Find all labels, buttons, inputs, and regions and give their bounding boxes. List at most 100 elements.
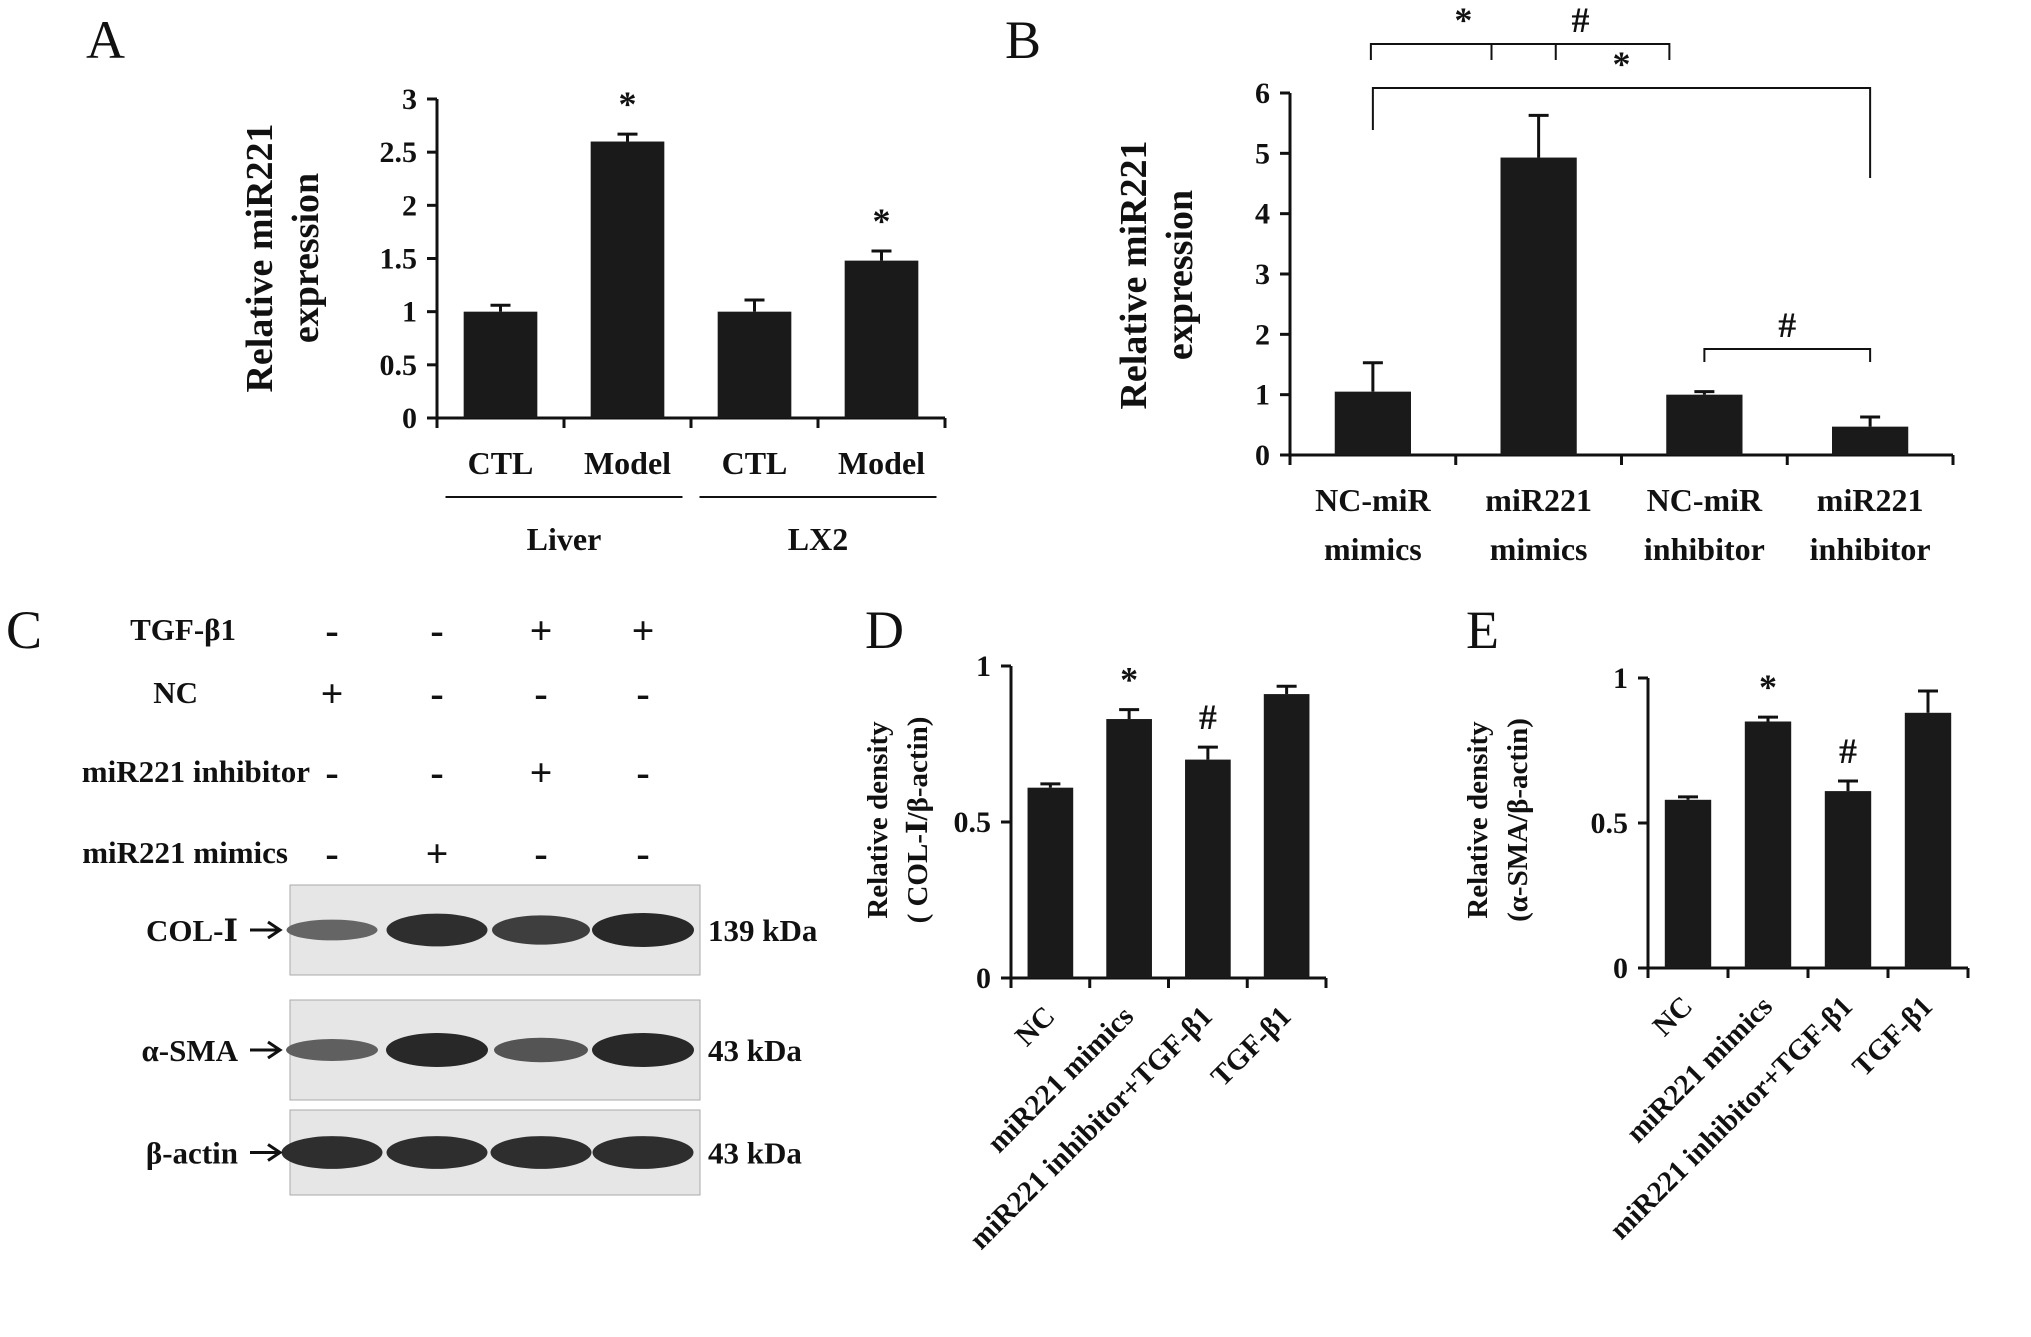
d-category-label: TGF-β1 — [1205, 1000, 1298, 1093]
b-y-tick-label: 0 — [1255, 439, 1270, 472]
e-y-axis-label-line1: Relative density — [1462, 721, 1494, 919]
b-category-label: inhibitor — [1644, 531, 1765, 567]
b-y-tick-label: 4 — [1255, 198, 1270, 231]
e-bar — [1824, 791, 1872, 968]
b-bar — [1666, 394, 1743, 455]
c-blot-band — [494, 1037, 588, 1063]
c-blot-band — [386, 913, 488, 947]
e-bar — [1664, 799, 1712, 968]
d-bar — [1263, 694, 1310, 978]
panel-e-chart: 0 0.5 1 * # Relative density (α-SMA/β-actin) NC… — [1462, 662, 1970, 1246]
a-y-axis-label: Relative miR221 expression — [239, 123, 327, 392]
a-y-tick-label: 1.5 — [380, 243, 418, 276]
c-blot-band — [592, 1033, 694, 1067]
c-condition-sign: + — [530, 750, 553, 795]
b-y-axis-label: Relative miR221 expression — [1113, 140, 1201, 409]
c-blot-band — [286, 1039, 378, 1061]
a-category-label: Model — [838, 445, 925, 481]
c-blot-size: 43 kDa — [708, 1136, 802, 1171]
c-blot-label: β-actin — [146, 1136, 238, 1171]
a-y-tick-label: 3 — [402, 83, 417, 116]
c-blot-band — [490, 1136, 592, 1169]
panel-a: A 0 0.5 1 1.5 2 2.5 3 * * Relative miR221 expressi… — [86, 10, 947, 557]
c-condition-sign: - — [430, 750, 443, 795]
a-y-tick-label: 0 — [402, 402, 417, 435]
c-blot-label: COL-Ⅰ — [146, 913, 238, 948]
e-y-tick-label: 0.5 — [1591, 807, 1629, 840]
d-bar — [1106, 719, 1152, 978]
b-category-label: miR221 — [1817, 482, 1924, 518]
c-arrow-icon — [250, 1040, 283, 1060]
a-group-label: LX2 — [788, 521, 848, 557]
b-category-label: miR221 — [1485, 482, 1592, 518]
panel-c-letter: C — [6, 600, 42, 660]
a-category-label: Model — [584, 445, 671, 481]
c-blot-band — [281, 1136, 383, 1169]
panel-c: C TGF-β1- - + +NC + - - -miR221 inhibitor - - + -mi… — [6, 600, 818, 1196]
c-condition-sign: - — [636, 831, 649, 876]
b-y-axis-label-line2: expression — [1159, 190, 1201, 360]
b-y-tick-label: 3 — [1255, 258, 1270, 291]
b-category-label: NC-miR — [1315, 482, 1431, 518]
b-category-label: mimics — [1324, 531, 1422, 567]
c-condition-sign: - — [636, 671, 649, 716]
e-bar — [1744, 721, 1792, 968]
a-group-label: Liver — [527, 521, 602, 557]
c-blot-band — [386, 1136, 488, 1169]
panel-b-letter: B — [1005, 10, 1041, 70]
a-y-axis-label-line2: expression — [285, 173, 327, 343]
c-condition-sign: - — [325, 831, 338, 876]
b-bar — [1500, 157, 1577, 455]
e-significance-mark: * — [1759, 667, 1777, 707]
c-condition-sign: - — [534, 831, 547, 876]
c-condition-label: miR221 inhibitor — [82, 754, 310, 789]
a-significance-mark: * — [873, 201, 891, 241]
b-y-tick-label: 1 — [1255, 379, 1270, 412]
a-bar — [590, 141, 665, 419]
panel-d-letter: D — [865, 600, 904, 660]
d-y-tick-label: 1 — [976, 650, 991, 683]
b-significance-bracket — [1703, 348, 1872, 362]
panel-b: B 0 1 2 3 4 5 6 Relative miR221 expression NC-miR… — [1005, 0, 1955, 567]
b-category-label: inhibitor — [1810, 531, 1931, 567]
b-significance-bracket — [1490, 43, 1671, 60]
b-significance-mark: * — [1613, 44, 1631, 84]
e-bar — [1904, 712, 1952, 968]
b-bar — [1832, 426, 1909, 455]
b-bar — [1334, 391, 1411, 455]
c-condition-label: TGF-β1 — [130, 612, 236, 647]
c-blot-size: 139 kDa — [708, 913, 818, 948]
c-blot-size: 43 kDa — [708, 1033, 802, 1068]
panel-b-chart: 0 1 2 3 4 5 6 Relative miR221 expression NC-miR mi… — [1113, 0, 1955, 567]
e-y-axis-label: Relative density (α-SMA/β-actin) — [1462, 718, 1534, 922]
panel-e: E 0 0.5 1 * # Relative density (α-SMA/β-actin)… — [1462, 600, 1970, 1246]
panel-a-chart: 0 0.5 1 1.5 2 2.5 3 * * Relative miR221 expression… — [239, 83, 947, 557]
c-condition-sign: + — [530, 608, 553, 653]
a-bar — [717, 311, 792, 418]
c-blot-band — [592, 913, 694, 947]
d-significance-mark: * — [1120, 660, 1138, 700]
d-bar — [1185, 759, 1231, 978]
a-y-tick-label: 2.5 — [380, 136, 418, 169]
b-y-axis-label-line1: Relative miR221 — [1113, 140, 1155, 409]
c-condition-sign: + — [632, 608, 655, 653]
d-y-tick-label: 0 — [976, 962, 991, 995]
d-y-tick-label: 0.5 — [954, 806, 992, 839]
b-y-tick-label: 5 — [1255, 137, 1270, 170]
e-significance-mark: # — [1839, 731, 1857, 771]
panel-d-chart: 0 0.5 1 * # Relative density( COL-Ⅰ/β-actin) N… — [862, 650, 1328, 1256]
c-condition-sign: - — [325, 750, 338, 795]
c-arrow-icon — [250, 920, 283, 940]
b-category-label: NC-miR — [1647, 482, 1763, 518]
d-bar — [1027, 787, 1074, 978]
e-category-label: miR221 mimics — [1620, 990, 1779, 1149]
b-y-tick-label: 2 — [1255, 318, 1270, 351]
a-y-tick-label: 2 — [402, 189, 417, 222]
panel-c-western-blot: TGF-β1- - + +NC + - - -miR221 inhibitor - - + -miR2… — [82, 608, 818, 1196]
c-condition-label: miR221 mimics — [82, 835, 288, 870]
e-category-label: TGF-β1 — [1846, 990, 1939, 1083]
c-blot-label: α-SMA — [141, 1033, 238, 1068]
e-y-axis-label-line2: (α-SMA/β-actin) — [1502, 718, 1534, 922]
c-condition-label: NC — [153, 675, 198, 710]
